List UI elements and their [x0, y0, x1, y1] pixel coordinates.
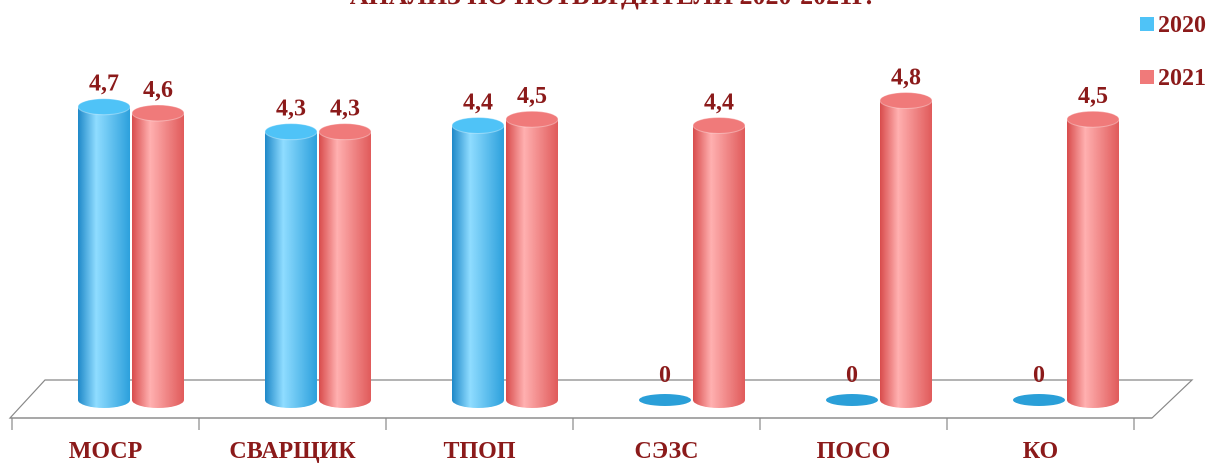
- data-label: 4,4: [463, 89, 493, 115]
- data-label: 4,7: [89, 71, 119, 97]
- bar-2020-СЭЗС: [639, 394, 691, 406]
- x-tick-label: МОСР: [69, 438, 143, 464]
- data-label: 4,5: [1078, 83, 1108, 109]
- bar-2021-ПОСО: [879, 91, 933, 408]
- bar-2020-ПОСО: [826, 394, 878, 406]
- data-label: 4,3: [276, 96, 306, 122]
- bar-2020-ТПОП: [451, 116, 505, 408]
- data-label: 0: [1033, 362, 1045, 388]
- data-label: 4,6: [143, 77, 173, 103]
- x-tick-label: СЭЗС: [635, 438, 699, 464]
- x-tick-label: КО: [1023, 438, 1058, 464]
- x-tick-label: ТПОП: [443, 438, 515, 464]
- bar-2021-МОСР: [131, 104, 185, 409]
- legend-swatch-2020: [1140, 17, 1154, 31]
- data-label: 4,4: [704, 89, 734, 115]
- x-tick-label: ПОСО: [817, 438, 891, 464]
- x-tick-label: СВАРЩИК: [229, 438, 356, 464]
- bar-2021-СВАРЩИК: [318, 123, 372, 408]
- data-label: 0: [659, 362, 671, 388]
- data-label: 4,3: [330, 96, 360, 122]
- bar-2020-СВАРЩИК: [264, 123, 318, 408]
- bar-2021-КО: [1066, 110, 1120, 408]
- legend-swatch-2021: [1140, 70, 1154, 84]
- data-label: 4,8: [891, 64, 921, 90]
- legend-label-2021: 2021: [1158, 65, 1206, 91]
- bar-2020-КО: [1013, 394, 1065, 406]
- bar-2021-СЭЗС: [692, 116, 746, 408]
- data-label: 0: [846, 362, 858, 388]
- bar-2020-МОСР: [77, 98, 131, 408]
- legend: 2020 2021: [1140, 12, 1206, 91]
- chart-title: АНАЛИЗ ПО ПОТВЪРДИТЕЛИ 2020-2021Г.: [350, 0, 873, 10]
- bar-2021-ТПОП: [505, 110, 559, 408]
- data-label: 4,5: [517, 83, 547, 109]
- legend-label-2020: 2020: [1158, 12, 1206, 38]
